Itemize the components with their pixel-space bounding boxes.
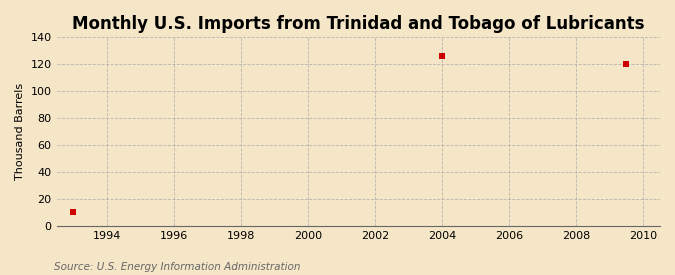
Y-axis label: Thousand Barrels: Thousand Barrels <box>15 83 25 180</box>
Point <box>68 210 79 214</box>
Text: Source: U.S. Energy Information Administration: Source: U.S. Energy Information Administ… <box>54 262 300 272</box>
Point <box>621 62 632 67</box>
Point <box>437 54 448 58</box>
Title: Monthly U.S. Imports from Trinidad and Tobago of Lubricants: Monthly U.S. Imports from Trinidad and T… <box>72 15 645 33</box>
